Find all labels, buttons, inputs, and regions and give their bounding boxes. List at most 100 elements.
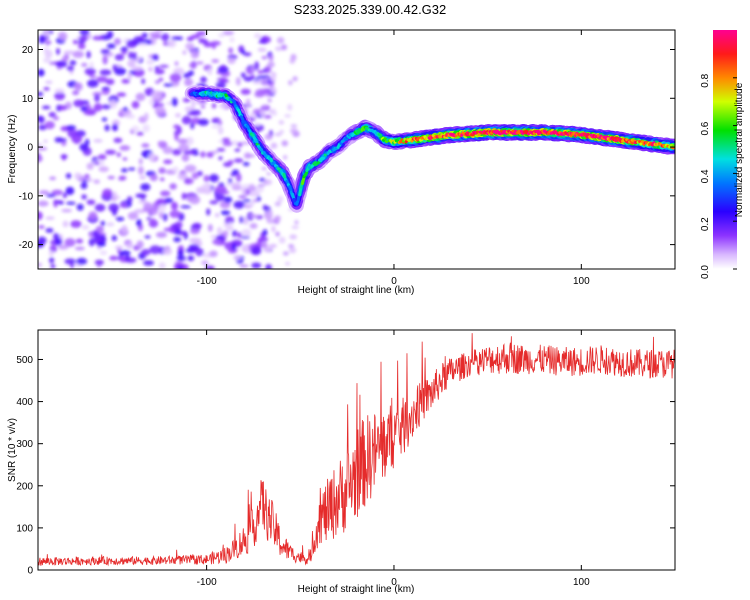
noise-blob <box>261 166 268 171</box>
noise-blob <box>178 143 190 153</box>
noise-blob <box>125 114 136 119</box>
noise-blob <box>140 183 151 191</box>
noise-blob <box>241 49 246 55</box>
noise-blob <box>221 137 231 142</box>
spectrogram-y-tick-label: 20 <box>22 45 34 56</box>
noise-blob <box>105 149 117 155</box>
noise-blob <box>254 61 260 71</box>
noise-blob <box>44 121 55 130</box>
spectrogram-x-label: Height of straight line (km) <box>298 285 415 296</box>
noise-blob <box>278 120 285 125</box>
noise-blob <box>138 43 148 47</box>
noise-blob <box>73 99 85 108</box>
ridge-segment <box>239 115 245 121</box>
noise-blob <box>235 173 242 183</box>
noise-blob <box>78 35 89 42</box>
noise-blob <box>292 76 298 82</box>
noise-blob <box>275 231 280 237</box>
noise-blob <box>54 88 65 94</box>
noise-blob <box>183 72 191 79</box>
noise-blob <box>274 132 282 137</box>
noise-blob <box>211 124 222 129</box>
noise-blob <box>190 122 195 130</box>
noise-blob <box>102 55 108 65</box>
noise-blob <box>282 251 289 256</box>
noise-blob <box>101 87 111 91</box>
ridge-segment <box>214 92 219 97</box>
snr-x-tick-label: -100 <box>197 577 217 588</box>
noise-blob <box>80 181 88 190</box>
noise-blob <box>111 235 118 242</box>
noise-blob <box>262 104 268 108</box>
noise-blob <box>138 158 143 165</box>
noise-blob <box>116 152 122 158</box>
noise-blob <box>66 65 75 71</box>
noise-blob <box>154 106 166 116</box>
noise-blob <box>38 200 49 207</box>
ridge-segment <box>312 161 317 166</box>
noise-blob <box>44 49 53 59</box>
noise-blob <box>54 91 66 101</box>
noise-blob <box>251 246 262 256</box>
noise-blob <box>66 125 77 130</box>
noise-blob <box>267 98 272 103</box>
ridge-segment <box>301 176 306 186</box>
noise-blob <box>45 216 55 220</box>
noise-blob <box>132 52 137 61</box>
noise-blob <box>240 72 246 78</box>
noise-blob <box>268 54 274 62</box>
noise-blob <box>137 166 144 175</box>
noise-blob <box>81 194 87 200</box>
noise-blob <box>180 205 192 209</box>
noise-blob <box>84 67 96 76</box>
noise-blob <box>247 185 256 192</box>
noise-blob <box>252 80 263 85</box>
noise-blob <box>207 223 213 232</box>
noise-blob <box>177 138 188 144</box>
noise-blob <box>206 151 214 158</box>
noise-blob <box>114 53 125 61</box>
snr-x-label: Height of straight line (km) <box>298 584 415 595</box>
noise-blob <box>270 142 278 149</box>
noise-blob <box>94 93 100 103</box>
noise-blob <box>101 117 108 122</box>
noise-blob <box>231 186 243 191</box>
noise-blob <box>290 124 298 128</box>
noise-blob <box>158 204 166 213</box>
noise-blob <box>172 149 182 156</box>
ridge-segment <box>629 139 634 145</box>
noise-blob <box>269 71 276 75</box>
spectrogram-frame <box>37 29 676 270</box>
noise-blob <box>43 139 48 144</box>
noise-blob <box>289 234 298 240</box>
noise-blob <box>243 204 252 209</box>
noise-blob <box>56 60 68 68</box>
noise-blob <box>121 225 128 234</box>
noise-blob <box>38 262 43 268</box>
noise-blob <box>38 147 48 151</box>
noise-blob <box>107 175 115 180</box>
noise-blob <box>72 39 78 45</box>
noise-blob <box>240 88 251 95</box>
noise-blob <box>205 265 215 269</box>
noise-blob <box>49 61 54 65</box>
noise-blob <box>171 97 178 107</box>
noise-blob <box>98 166 109 173</box>
noise-blob <box>48 250 54 256</box>
noise-blob <box>271 225 276 233</box>
noise-blob <box>189 227 200 235</box>
noise-blob <box>243 52 252 57</box>
ridge-segment <box>380 136 386 141</box>
noise-blob <box>162 146 174 155</box>
noise-blob <box>211 43 216 50</box>
noise-blob <box>262 204 268 211</box>
noise-blob <box>161 33 170 42</box>
snr-x-ticks: -100 0 100 <box>197 330 590 588</box>
noise-blob <box>136 218 142 227</box>
snr-y-tick-label: 500 <box>16 355 33 366</box>
noise-blob <box>197 118 209 126</box>
snr-y-ticks: 0 100 200 300 400 500 <box>16 355 675 577</box>
noise-blob <box>106 30 114 39</box>
noise-blob <box>57 104 68 111</box>
